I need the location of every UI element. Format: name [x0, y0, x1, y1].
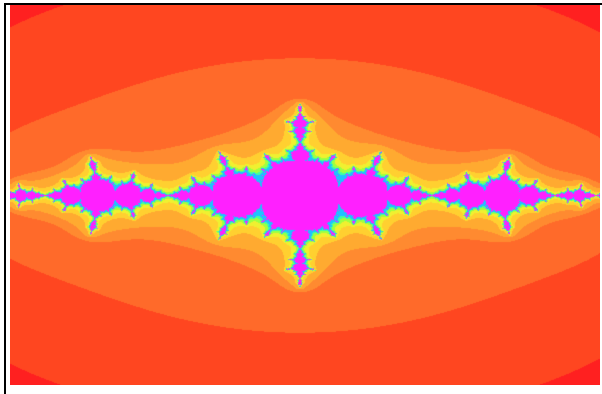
frame-border-left: [4, 3, 6, 394]
julia-fractal-image: [10, 5, 600, 385]
frame-border-top: [4, 3, 602, 5]
fractal-image-area[interactable]: [10, 5, 600, 385]
image-bottom-margin: [10, 385, 600, 394]
